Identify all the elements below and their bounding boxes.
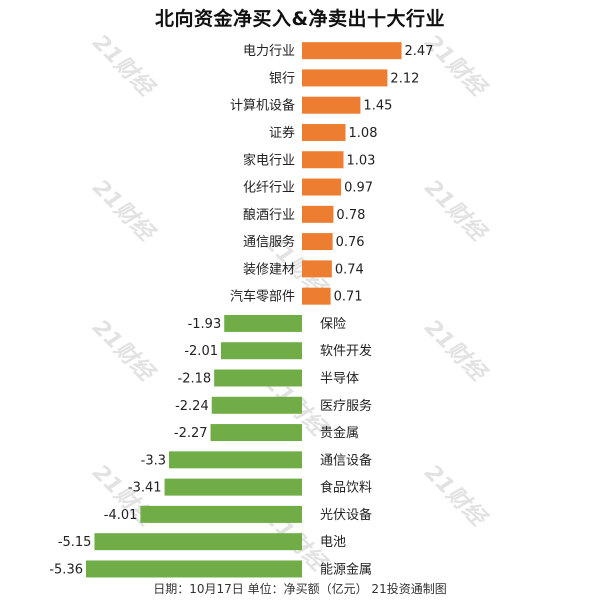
bar-10 [302,287,331,305]
category-label: 电力行业 [243,44,295,59]
value-label: 1.45 [363,99,392,114]
bar-17 [164,478,302,496]
bar-16 [169,451,302,469]
value-label: -5.36 [49,562,83,577]
category-label: 贵金属 [320,425,359,441]
value-label: 0.97 [344,181,373,196]
category-label: 家电行业 [243,152,295,168]
category-label: 银行 [269,71,295,86]
bars-layer [85,42,402,578]
bar-9 [302,260,332,278]
category-label: 化纤行业 [243,181,295,196]
bar-11 [224,314,302,332]
bar-8 [302,233,333,251]
value-label: 1.08 [349,126,378,141]
value-label: 0.74 [335,262,364,277]
value-label: -2.24 [175,399,209,414]
bar-5 [302,151,344,169]
chart-footer: 日期：10月17日 单位：净买额（亿元） 21投资通制图 [153,582,447,596]
value-label: 2.47 [405,44,434,59]
value-label: 0.71 [334,290,363,305]
value-label: 1.03 [347,153,376,168]
category-label: 电池 [320,535,346,550]
value-label: -3.3 [141,453,166,468]
value-label: -2.01 [184,344,218,359]
bar-18 [140,505,302,523]
category-label: 计算机设备 [230,98,295,114]
category-label: 半导体 [320,372,359,387]
labels-layer: 电力行业 2.47 银行 2.12 计算机设备 1.45 证券 1.08 家电行业 1.03 化纤行… [49,44,433,577]
category-label: 酿酒行业 [243,207,295,223]
category-label: 保险 [320,317,346,332]
watermark: 21财经 [87,174,160,247]
value-label: -4.01 [104,508,138,523]
chart-title: 北向资金净买入&净卖出十大行业 [154,8,446,30]
bar-12 [220,342,302,360]
value-label: 0.78 [336,208,365,223]
category-label: 软件开发 [320,343,372,359]
category-label: 光伏设备 [320,507,372,523]
value-label: -1.93 [188,317,222,332]
value-label: -3.41 [128,481,162,496]
bar-1 [302,42,402,60]
bar-3 [302,96,361,114]
category-label: 汽车零部件 [230,289,295,305]
watermark: 21财经 [87,29,160,102]
value-label: -5.15 [58,535,92,550]
category-label: 通信服务 [243,234,295,250]
bar-15 [210,424,302,442]
watermark: 21财经 [87,314,160,387]
watermark: 21财经 [419,314,492,387]
category-label: 证券 [269,125,295,141]
category-label: 装修建材 [243,262,295,277]
bar-7 [302,205,334,223]
bar-13 [214,369,302,387]
value-label: 2.12 [390,71,419,86]
category-label: 食品饮料 [320,480,372,496]
value-label: -2.18 [178,372,212,387]
category-label: 医疗服务 [320,398,372,414]
watermark: 21财经 [419,459,492,532]
bar-6 [302,178,342,196]
bar-2 [302,69,388,87]
watermark: 21财经 [419,29,492,102]
category-label: 能源金属 [320,561,372,577]
bar-20 [85,560,302,578]
value-label: 0.76 [336,235,365,250]
bar-4 [302,123,346,141]
watermark: 21财经 [419,174,492,247]
category-label: 通信设备 [320,452,372,468]
value-label: -2.27 [174,426,208,441]
bar-14 [211,396,302,414]
bar-19 [94,533,302,551]
